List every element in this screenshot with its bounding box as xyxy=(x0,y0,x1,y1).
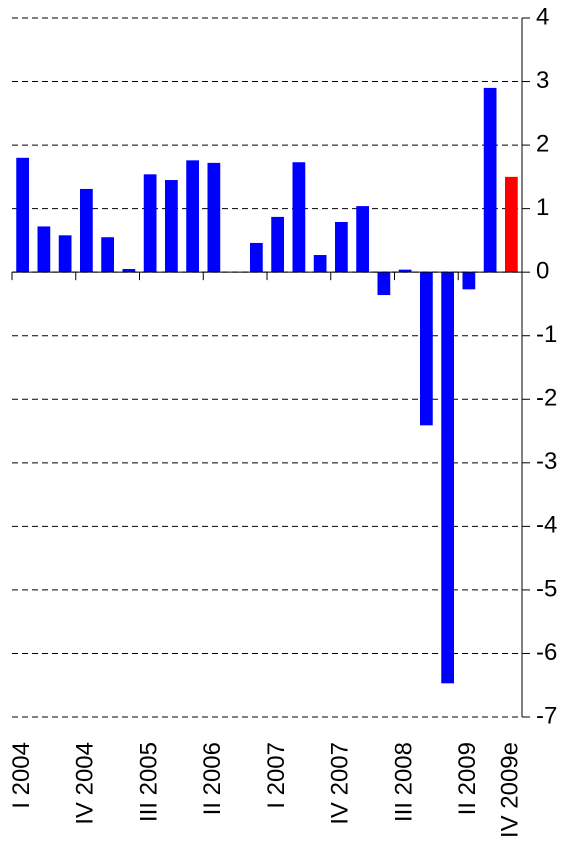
x-tick-label: IV 2009e xyxy=(497,742,524,838)
y-tick-label: 1 xyxy=(536,194,549,221)
bar xyxy=(377,272,391,296)
bar xyxy=(420,272,433,426)
bar xyxy=(250,242,263,273)
bar xyxy=(101,237,114,273)
bar xyxy=(207,162,221,273)
y-tick-label: 0 xyxy=(536,258,549,285)
x-tick-label: I 2007 xyxy=(263,742,290,809)
bar xyxy=(271,216,284,273)
x-tick-label: IV 2004 xyxy=(72,742,99,825)
y-tick-label: -1 xyxy=(536,321,557,348)
bar xyxy=(398,269,412,273)
bar xyxy=(16,157,29,273)
bar xyxy=(58,235,72,273)
y-tick-label: -3 xyxy=(536,448,557,475)
x-tick-label: III 2008 xyxy=(390,742,417,822)
bar xyxy=(143,174,157,273)
x-tick-label: III 2005 xyxy=(135,742,162,822)
y-tick-label: -4 xyxy=(536,512,557,539)
bar xyxy=(356,206,369,273)
x-tick-label: I 2004 xyxy=(8,742,35,809)
y-tick-label: 4 xyxy=(536,3,549,30)
y-tick-label: -7 xyxy=(536,702,557,729)
bar xyxy=(80,188,93,273)
y-tick-label: -2 xyxy=(536,385,557,412)
bar xyxy=(292,162,306,273)
x-tick-label: II 2006 xyxy=(199,742,226,815)
y-tick-label: -5 xyxy=(536,575,557,602)
bar xyxy=(186,160,199,273)
y-tick-label: -6 xyxy=(536,639,557,666)
bar xyxy=(462,272,476,290)
bar xyxy=(165,180,178,273)
bar xyxy=(37,226,51,273)
bar xyxy=(441,272,454,684)
bar xyxy=(122,269,136,273)
x-tick-label: IV 2007 xyxy=(327,742,354,825)
y-tick-label: 2 xyxy=(536,130,549,157)
bar xyxy=(313,255,327,273)
bar xyxy=(505,176,518,273)
bar xyxy=(483,87,497,273)
y-tick-label: 3 xyxy=(536,67,549,94)
bar xyxy=(335,221,348,273)
x-tick-label: II 2009 xyxy=(454,742,481,815)
